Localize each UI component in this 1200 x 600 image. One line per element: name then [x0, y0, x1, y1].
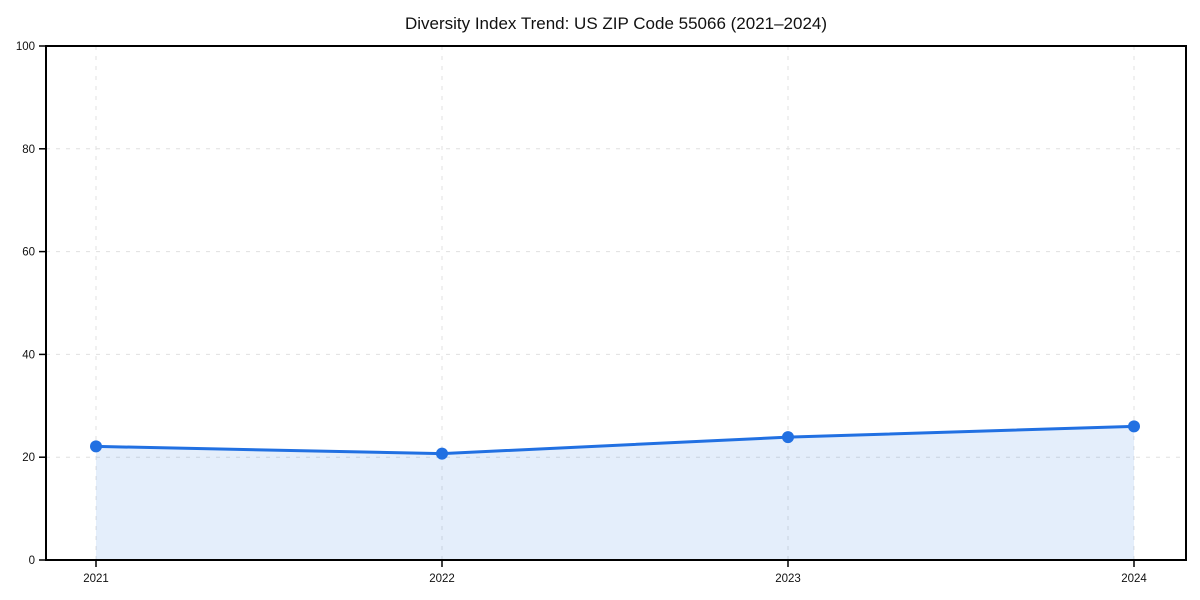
- y-tick-label: 60: [22, 247, 35, 259]
- area-under-line: [96, 426, 1134, 560]
- y-tick-label: 40: [22, 349, 35, 361]
- plot-frame: [45, 45, 1187, 561]
- series-line: [94, 424, 1136, 456]
- data-point: [436, 447, 448, 460]
- axis-tick-labels: 0 20 40 60 80 100 2021 2022 2023 2024: [16, 41, 1148, 585]
- x-tick-label: 2023: [775, 573, 801, 585]
- y-tick-label: 80: [22, 144, 35, 156]
- data-point-markers: [90, 420, 1140, 460]
- chart-title: Diversity Index Trend: US ZIP Code 55066…: [404, 14, 828, 33]
- x-tick-label: 2024: [1121, 573, 1147, 585]
- y-tick-label: 100: [16, 41, 35, 53]
- area-fill: [96, 426, 1134, 560]
- plot-border: [45, 45, 1187, 561]
- data-point: [90, 440, 102, 453]
- trend-line: [94, 424, 1136, 456]
- y-tick-label: 0: [29, 555, 35, 567]
- axis-ticks: [39, 45, 1135, 567]
- data-point: [1128, 420, 1140, 433]
- y-tick-label: 20: [22, 452, 35, 464]
- x-tick-label: 2022: [429, 573, 455, 585]
- x-tick-label: 2021: [83, 573, 109, 585]
- data-point: [782, 431, 794, 444]
